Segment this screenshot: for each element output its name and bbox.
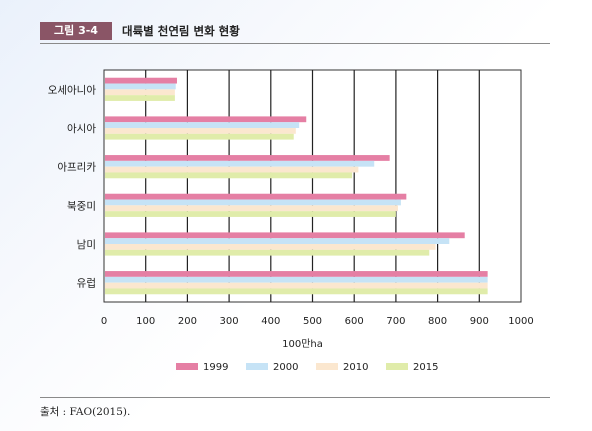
legend-swatch xyxy=(316,363,338,370)
bar-2015 xyxy=(105,288,488,295)
x-tick-label: 100 xyxy=(136,316,155,327)
x-tick-label: 600 xyxy=(345,316,364,327)
bar-1999 xyxy=(105,155,390,161)
legend-swatch xyxy=(386,363,408,370)
y-category-label: 오세아니아 xyxy=(48,84,97,96)
bar-1999 xyxy=(105,116,307,123)
bar-2015 xyxy=(105,249,430,256)
figure-title: 대륙별 천연림 변화 현황 xyxy=(122,24,240,38)
bar-2015 xyxy=(105,133,294,140)
legend-swatch xyxy=(176,363,198,370)
bar-1999 xyxy=(105,193,407,200)
source-note: 출처 : FAO(2015). xyxy=(40,406,131,418)
y-category-label: 아프리카 xyxy=(57,162,96,174)
x-tick-label: 900 xyxy=(470,316,489,327)
bar-2000 xyxy=(105,160,375,167)
bar-2010 xyxy=(105,282,488,289)
bar-2010 xyxy=(105,244,436,250)
bar-2000 xyxy=(105,238,450,244)
bar-2010 xyxy=(105,128,296,134)
bar-2000 xyxy=(105,122,300,128)
x-tick-label: 0 xyxy=(101,316,107,327)
y-category-label: 유럽 xyxy=(77,277,96,290)
bar-2015 xyxy=(105,211,396,217)
bar-1999 xyxy=(105,77,177,84)
legend-label: 1999 xyxy=(203,362,228,373)
bar-1999 xyxy=(105,271,488,277)
x-axis-label: 100만ha xyxy=(282,338,323,350)
y-category-label: 아시아 xyxy=(67,123,96,135)
bar-1999 xyxy=(105,232,465,239)
header-divider xyxy=(40,43,550,44)
bar-2010 xyxy=(105,166,359,173)
bar-2000 xyxy=(105,199,401,206)
legend-label: 2015 xyxy=(413,362,438,373)
y-category-label: 북중미 xyxy=(67,200,96,212)
x-tick-label: 700 xyxy=(386,316,405,327)
bar-2000 xyxy=(105,83,176,90)
x-tick-label: 400 xyxy=(261,316,280,327)
x-tick-label: 300 xyxy=(220,316,239,327)
x-tick-label: 200 xyxy=(178,316,197,327)
footer-divider xyxy=(40,397,550,398)
bar-2015 xyxy=(105,95,175,101)
y-category-label: 남미 xyxy=(77,239,96,251)
x-tick-label: 500 xyxy=(303,316,322,327)
legend-swatch xyxy=(246,363,268,370)
bar-2010 xyxy=(105,89,175,96)
bar-2010 xyxy=(105,205,398,212)
x-tick-label: 1000 xyxy=(508,316,533,327)
x-tick-label: 800 xyxy=(428,316,447,327)
legend-label: 2010 xyxy=(343,362,368,373)
legend-label: 2000 xyxy=(273,362,298,373)
figure-label-badge: 그림 3-4 xyxy=(40,22,112,40)
bar-2000 xyxy=(105,276,488,283)
bar-2015 xyxy=(105,172,353,179)
figure-header: 그림 3-4 대륙별 천연림 변화 현황 xyxy=(40,22,550,46)
